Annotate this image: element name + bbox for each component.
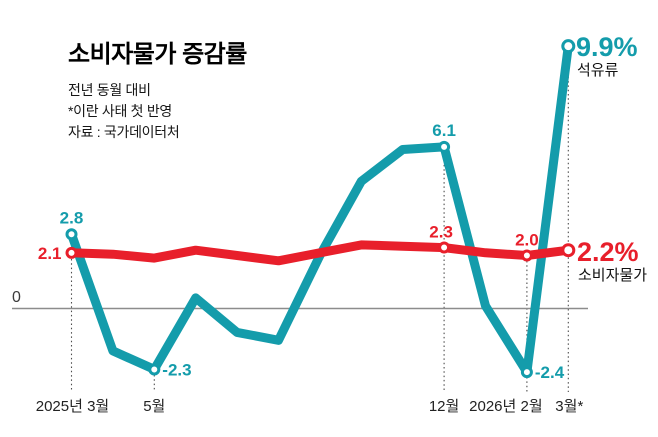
end-value-label: 2.2% — [577, 237, 639, 267]
zero-axis-label: 0 — [12, 289, 21, 306]
cpi-marker — [65, 246, 78, 259]
series-name-label: 석유류 — [577, 62, 619, 79]
x-tick-label: 2026년 2월 — [469, 398, 542, 415]
petroleum-marker — [520, 366, 533, 379]
petroleum-marker — [65, 228, 78, 241]
chart-header: 소비자물가 증감률 전년 동월 대비 *이란 사태 첫 반영 자료 : 국가데이… — [68, 34, 247, 143]
value-label: -2.3 — [162, 360, 191, 379]
x-tick-label: 5월 — [143, 398, 165, 415]
petroleum-marker — [148, 363, 161, 376]
cpi-marker — [561, 243, 576, 258]
x-tick-label: 2025년 3월 — [36, 398, 109, 415]
value-label: 2.8 — [60, 208, 84, 227]
petroleum-marker — [561, 39, 576, 54]
value-label: 2.3 — [429, 223, 453, 242]
cpi-marker — [438, 241, 451, 254]
chart-source: 자료 : 국가데이터처 — [68, 124, 180, 140]
value-label: 6.1 — [432, 121, 456, 140]
cpi-line — [67, 240, 573, 266]
chart-note: *이란 사태 첫 반영 — [68, 103, 172, 119]
x-tick-label: 12월 — [429, 398, 460, 415]
series-name-label: 소비자물가 — [578, 267, 647, 284]
value-label: 2.1 — [38, 244, 62, 263]
chart-subtitle: 전년 동월 대비 — [68, 82, 151, 98]
chart-title: 소비자물가 증감률 — [68, 41, 247, 68]
petroleum-marker — [438, 140, 451, 153]
value-label: 2.0 — [515, 231, 539, 250]
cpi-marker — [520, 249, 533, 262]
end-value-label: 9.9% — [576, 32, 638, 62]
value-label: -2.4 — [535, 363, 565, 382]
x-tick-label: 3월* — [555, 398, 583, 415]
